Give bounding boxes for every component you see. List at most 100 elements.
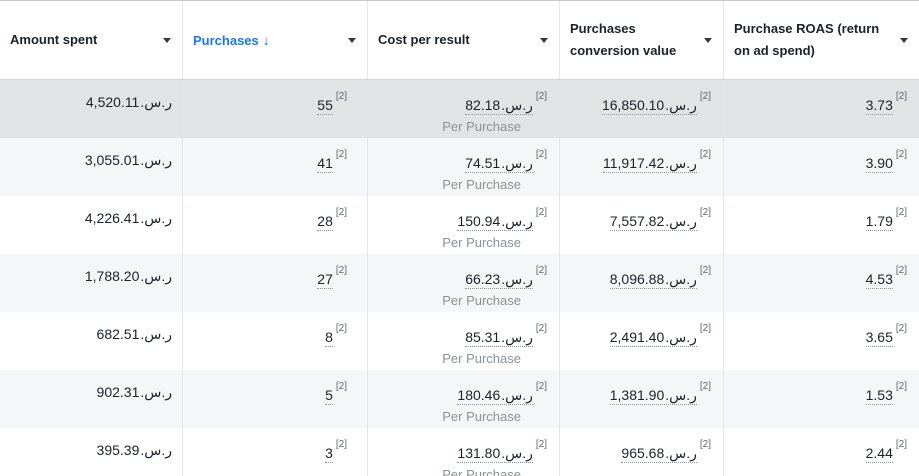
- conversion-value[interactable]: 8,096.88ر.س.: [609, 270, 697, 289]
- conversion-value-cell: 16,850.10ر.س.[2]: [560, 80, 724, 138]
- cost-per-result-cell: 66.23ر.س.[2] Per Purchase: [368, 254, 560, 312]
- roas-value[interactable]: 2.44: [865, 444, 893, 463]
- amount-spent-cell: 682.51ر.س.: [0, 312, 183, 370]
- chevron-down-icon[interactable]: [900, 38, 908, 43]
- footnote-ref: [2]: [535, 265, 547, 276]
- column-header-label: Cost per result: [378, 32, 470, 47]
- cost-per-result-value[interactable]: 131.80ر.س.: [457, 444, 533, 463]
- cost-per-result-cell: 74.51ر.س.[2] Per Purchase: [368, 138, 560, 196]
- amount-spent-value: 1,788.20ر.س.: [85, 268, 172, 284]
- metric-number: 180.46: [457, 386, 501, 403]
- footnote-ref: [2]: [895, 207, 907, 218]
- conversion-value[interactable]: 1,381.90ر.س.: [609, 386, 697, 405]
- roas-value[interactable]: 3.90: [865, 154, 893, 173]
- currency-symbol: ر.س.: [665, 212, 697, 229]
- currency-symbol: ر.س.: [140, 268, 172, 284]
- currency-symbol: ر.س.: [501, 444, 533, 461]
- cost-per-result-value[interactable]: 150.94ر.س.: [457, 212, 533, 231]
- cost-per-result-value[interactable]: 66.23ر.س.: [465, 270, 533, 289]
- conversion-value[interactable]: 7,557.82ر.س.: [609, 212, 697, 231]
- conversion-value[interactable]: 2,491.40ر.س.: [609, 328, 697, 347]
- metric-number: 682.51: [96, 326, 140, 342]
- footnote-ref: [2]: [895, 439, 907, 450]
- purchases-value[interactable]: 55: [317, 96, 333, 115]
- column-header-amount-spent[interactable]: Amount spent: [0, 1, 183, 79]
- footnote-ref: [2]: [535, 207, 547, 218]
- column-header-label: Purchases ↓: [193, 31, 270, 48]
- purchases-value[interactable]: 28: [317, 212, 333, 231]
- metric-number: 16,850.10: [601, 96, 665, 113]
- amount-spent-value: 4,520.11ر.س.: [86, 94, 172, 110]
- purchases-cell: 55[2]: [183, 80, 368, 138]
- footnote-ref: [2]: [335, 207, 347, 218]
- purchases-value[interactable]: 27: [317, 270, 333, 289]
- footnote-ref: [2]: [335, 439, 347, 450]
- table-row[interactable]: 682.51ر.س. 8[2] 85.31ر.س.[2] Per Purchase 2,…: [0, 312, 919, 370]
- footnote-ref: [2]: [895, 91, 907, 102]
- chevron-down-icon[interactable]: [704, 38, 712, 43]
- table-row[interactable]: 902.31ر.س. 5[2] 180.46ر.س.[2] Per Purchase 1…: [0, 370, 919, 428]
- currency-symbol: ر.س.: [665, 270, 697, 287]
- column-header-label: Amount spent: [10, 32, 98, 47]
- chevron-down-icon[interactable]: [348, 38, 356, 43]
- footnote-ref: [2]: [699, 265, 711, 276]
- table-row[interactable]: 395.39ر.س. 3[2] 131.80ر.س.[2] Per Purchase 9…: [0, 428, 919, 476]
- conversion-value[interactable]: 965.68ر.س.: [621, 444, 697, 463]
- metric-number: 66.23: [465, 270, 501, 287]
- cost-per-result-cell: 180.46ر.س.[2] Per Purchase: [368, 370, 560, 428]
- roas-value[interactable]: 3.65: [865, 328, 893, 347]
- footnote-ref: [2]: [335, 323, 347, 334]
- footnote-ref: [2]: [699, 439, 711, 450]
- table-row[interactable]: 4,520.11ر.س. 55[2] 82.18ر.س.[2] Per Purchas…: [0, 80, 919, 138]
- purchases-value[interactable]: 3: [325, 444, 333, 463]
- chevron-down-icon[interactable]: [540, 38, 548, 43]
- footnote-ref: [2]: [895, 149, 907, 160]
- column-header-conversion-value[interactable]: Purchases conversion value: [560, 1, 724, 79]
- amount-spent-value: 4,226.41ر.س.: [85, 210, 172, 226]
- cost-per-result-value[interactable]: 74.51ر.س.: [465, 154, 533, 173]
- roas-value[interactable]: 1.53: [865, 386, 893, 405]
- purchases-value[interactable]: 41: [317, 154, 333, 173]
- cost-value-line: 150.94ر.س.[2]: [376, 207, 547, 231]
- roas-cell: 3.90[2]: [724, 138, 919, 196]
- currency-symbol: ر.س.: [140, 326, 172, 342]
- per-result-label: Per Purchase: [442, 466, 521, 476]
- column-header-purchases[interactable]: Purchases ↓: [183, 1, 368, 79]
- table-row[interactable]: 3,055.01ر.س. 41[2] 74.51ر.س.[2] Per Purchas…: [0, 138, 919, 196]
- amount-spent-cell: 3,055.01ر.س.: [0, 138, 183, 196]
- footnote-ref: [2]: [895, 323, 907, 334]
- table-row[interactable]: 4,226.41ر.س. 28[2] 150.94ر.س.[2] Per Purcha…: [0, 196, 919, 254]
- purchases-value[interactable]: 5: [325, 386, 333, 405]
- column-header-purchase-roas[interactable]: Purchase ROAS (return on ad spend): [724, 1, 919, 79]
- table-row[interactable]: 1,788.20ر.س. 27[2] 66.23ر.س.[2] Per Purchas…: [0, 254, 919, 312]
- column-header-cost-per-result[interactable]: Cost per result: [368, 1, 560, 79]
- table-header: Amount spent Purchases ↓ Cost per result …: [0, 1, 919, 80]
- per-result-label: Per Purchase: [442, 234, 521, 250]
- metric-number: 1,381.90: [609, 386, 665, 403]
- purchases-cell: 28[2]: [183, 196, 368, 254]
- footnote-ref: [2]: [335, 91, 347, 102]
- metric-number: 74.51: [465, 154, 501, 171]
- purchases-value[interactable]: 8: [325, 328, 333, 347]
- metric-number: 4,520.11: [85, 94, 140, 110]
- chevron-down-icon[interactable]: [163, 38, 171, 43]
- cost-per-result-cell: 131.80ر.س.[2] Per Purchase: [368, 428, 560, 476]
- conversion-value[interactable]: 16,850.10ر.س.: [601, 96, 697, 115]
- roas-value[interactable]: 1.79: [865, 212, 893, 231]
- roas-value[interactable]: 3.73: [865, 96, 893, 115]
- currency-symbol: ر.س.: [140, 384, 172, 400]
- conversion-value-cell: 2,491.40ر.س.[2]: [560, 312, 724, 370]
- cost-per-result-value[interactable]: 85.31ر.س.: [465, 328, 533, 347]
- conversion-value[interactable]: 11,917.42ر.س.: [602, 154, 697, 173]
- per-result-label: Per Purchase: [442, 350, 521, 366]
- cost-per-result-value[interactable]: 180.46ر.س.: [457, 386, 533, 405]
- footnote-ref: [2]: [535, 149, 547, 160]
- purchases-cell: 8[2]: [183, 312, 368, 370]
- cost-value-line: 74.51ر.س.[2]: [376, 149, 547, 173]
- per-result-label: Per Purchase: [442, 292, 521, 308]
- currency-symbol: ر.س.: [501, 96, 533, 113]
- footnote-ref: [2]: [335, 149, 347, 160]
- cost-per-result-cell: 150.94ر.س.[2] Per Purchase: [368, 196, 560, 254]
- roas-value[interactable]: 4.53: [865, 270, 893, 289]
- cost-per-result-value[interactable]: 82.18ر.س.: [465, 96, 533, 115]
